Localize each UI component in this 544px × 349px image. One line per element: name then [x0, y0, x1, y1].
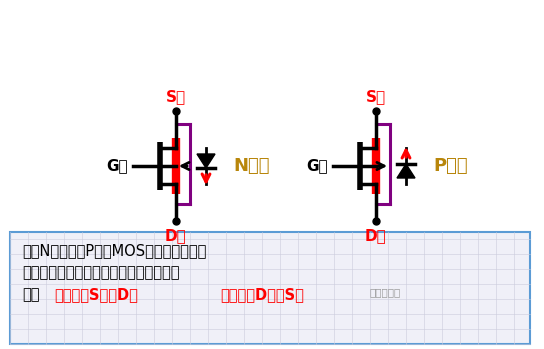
- Text: G极: G极: [306, 158, 328, 173]
- Text: 头方向和寄生二极管的箭头方向总是一致: 头方向和寄生二极管的箭头方向总是一致: [22, 265, 180, 280]
- Text: D极: D极: [165, 228, 187, 243]
- Text: P沟道: P沟道: [433, 157, 468, 175]
- Polygon shape: [197, 154, 215, 168]
- Text: S极: S极: [166, 89, 186, 104]
- Text: S极: S极: [366, 89, 386, 104]
- Text: 要么都由S指向D，: 要么都由S指向D，: [54, 287, 138, 302]
- FancyBboxPatch shape: [10, 232, 530, 344]
- Text: 硬件攻城狮: 硬件攻城狮: [370, 287, 401, 297]
- Text: 不论N沟道还是P沟道MOS管，中间衬底箭: 不论N沟道还是P沟道MOS管，中间衬底箭: [22, 243, 206, 258]
- Text: N沟道: N沟道: [233, 157, 269, 175]
- Text: D极: D极: [365, 228, 387, 243]
- Text: 要么都由D指向S。: 要么都由D指向S。: [220, 287, 304, 302]
- Text: 的：: 的：: [22, 287, 40, 302]
- Polygon shape: [397, 164, 415, 178]
- Text: G极: G极: [107, 158, 128, 173]
